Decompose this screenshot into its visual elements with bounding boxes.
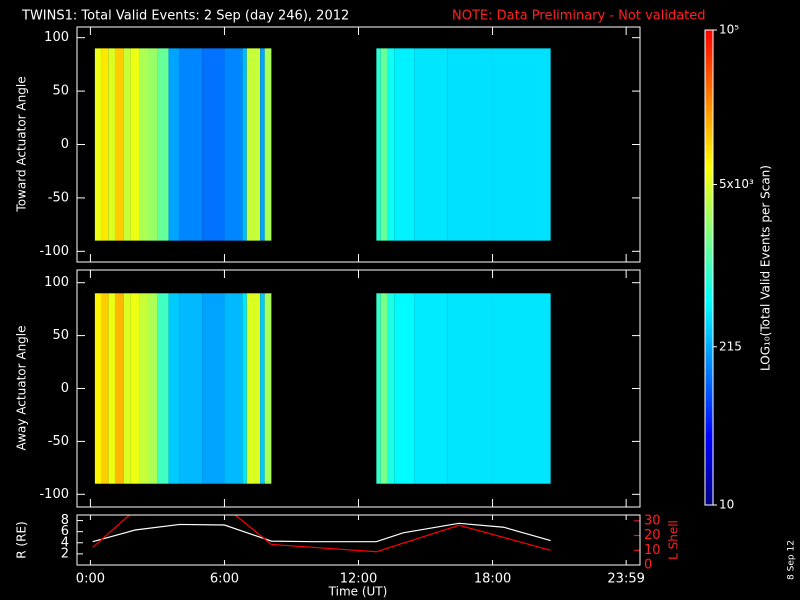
- heatmap-cell: [380, 293, 388, 484]
- y-tick-label: 0: [61, 137, 69, 152]
- y2-tick-label: 10: [644, 543, 661, 558]
- heatmap-cell: [114, 293, 124, 484]
- y2-tick-label: 20: [644, 528, 661, 543]
- x-axis-label: Time (UT): [328, 585, 388, 599]
- y-tick-label: 8: [61, 513, 69, 528]
- y-tick-label: 100: [44, 275, 69, 290]
- heatmap-cell: [139, 293, 149, 484]
- heatmap-cell: [130, 48, 140, 241]
- y-tick-label: 50: [52, 328, 69, 343]
- heatmap-cell: [394, 48, 415, 241]
- y-tick-label: 0: [61, 381, 69, 396]
- heatmap-cell: [414, 293, 448, 484]
- heatmap-cell: [376, 293, 381, 484]
- x-tick-label: 23:59: [607, 572, 644, 587]
- note: NOTE: Data Preliminary - Not validated: [452, 9, 706, 24]
- colorbar-tick-label: 5x10³: [719, 177, 754, 191]
- y2-axis-label: L Shell: [667, 520, 681, 560]
- x-tick-label: 6:00: [210, 572, 239, 587]
- heatmap-cell: [224, 48, 243, 241]
- heatmap-cell: [157, 293, 169, 484]
- heatmap-cell: [202, 48, 225, 241]
- colorbar-tick-label: 215: [719, 339, 742, 353]
- heatmap-cell: [246, 293, 261, 484]
- heatmap-cell: [94, 293, 102, 484]
- colorbar-tick-label: 10: [719, 498, 734, 512]
- heatmap-cell: [447, 293, 493, 484]
- data-line: [92, 522, 551, 543]
- colorbar-tick-label: 10⁵: [719, 23, 739, 37]
- y2-tick-label: 0: [644, 558, 652, 573]
- heatmap-cell: [492, 293, 551, 484]
- chart-title: TWINS1: Total Valid Events: 2 Sep (day 2…: [21, 9, 349, 24]
- y-tick-label: -50: [48, 434, 69, 449]
- y-tick-label: 4: [61, 535, 69, 550]
- heatmap-cell: [114, 48, 124, 241]
- y-tick-label: 2: [61, 546, 69, 561]
- heatmap-cell: [94, 48, 102, 241]
- heatmap-cell: [108, 293, 115, 484]
- heatmap-cell: [264, 48, 272, 241]
- footer-date: 8 Sep 12: [787, 540, 797, 580]
- y-tick-label: 6: [61, 524, 69, 539]
- heatmap-cell: [447, 48, 493, 241]
- heatmap-cell: [202, 293, 225, 484]
- heatmap-cell: [224, 293, 243, 484]
- heatmap-cell: [130, 293, 140, 484]
- y-tick-label: 50: [52, 84, 69, 99]
- heatmap-cell: [179, 293, 203, 484]
- heatmap-cell: [148, 48, 158, 241]
- data-line: [92, 515, 551, 553]
- y-tick-label: -100: [39, 244, 69, 259]
- colorbar: [704, 29, 714, 506]
- heatmap-cell: [394, 293, 415, 484]
- heatmap-cell: [387, 293, 395, 484]
- x-tick-label: 12:00: [340, 572, 377, 587]
- heatmap-cell: [376, 48, 381, 241]
- heatmap-cell: [414, 48, 448, 241]
- heatmap-cell: [246, 48, 261, 241]
- heatmap-cell: [148, 293, 158, 484]
- y-axis-label: R (RE): [15, 521, 29, 558]
- y-axis-label: Toward Actuator Angle: [15, 76, 29, 212]
- heatmap-cell: [179, 48, 203, 241]
- heatmap-cell: [108, 48, 115, 241]
- y-tick-label: -100: [39, 487, 69, 502]
- heatmap-cell: [492, 48, 551, 241]
- heatmap-cell: [157, 48, 169, 241]
- heatmap-cell: [123, 48, 131, 241]
- heatmap-cell: [101, 48, 109, 241]
- y-tick-label: -50: [48, 190, 69, 205]
- heatmap-cell: [242, 293, 247, 484]
- colorbar-label: LOG₁₀(Total Valid Events per Scan): [759, 165, 773, 371]
- heatmap-cell: [242, 48, 247, 241]
- y2-tick-label: 30: [644, 513, 661, 528]
- heatmap-cell: [168, 293, 180, 484]
- x-tick-label: 18:00: [474, 572, 511, 587]
- x-tick-label: 0:00: [76, 572, 105, 587]
- heatmap-cell: [123, 293, 131, 484]
- heatmap-cell: [260, 293, 265, 484]
- heatmap-cell: [139, 48, 149, 241]
- heatmap-cell: [101, 293, 109, 484]
- y-axis-label: Away Actuator Angle: [15, 325, 29, 450]
- heatmap-cell: [260, 48, 265, 241]
- heatmap-cell: [380, 48, 388, 241]
- heatmap-cell: [264, 293, 272, 484]
- heatmap-cell: [387, 48, 395, 241]
- heatmap-cell: [168, 48, 180, 241]
- y-tick-label: 100: [44, 30, 69, 45]
